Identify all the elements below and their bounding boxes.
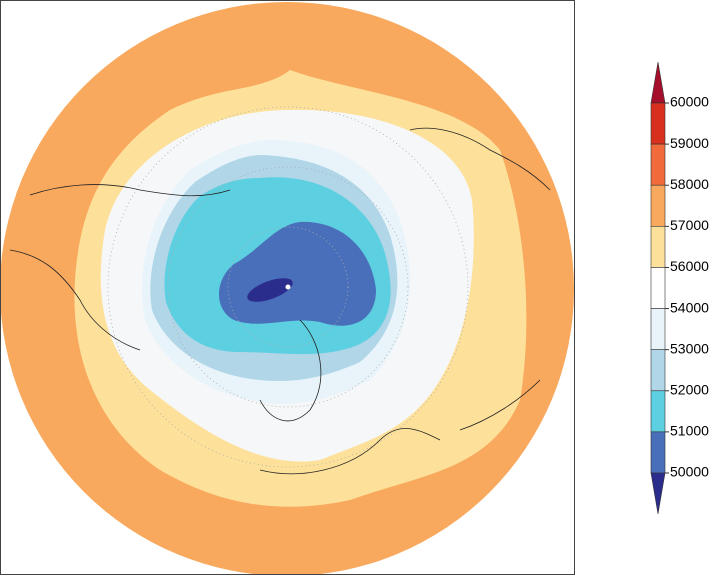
colorbar-label: 54000: [670, 299, 709, 315]
colorbar-label: 52000: [670, 381, 709, 397]
colorbar-label: 50000: [670, 464, 709, 480]
colorbar-label: 58000: [670, 176, 709, 192]
contour-low: [247, 278, 293, 302]
colorbar-segment: [650, 102, 666, 145]
colorbar-segment: [650, 390, 666, 433]
colorbar-label: 53000: [670, 340, 709, 356]
colorbar-extend-top: [650, 61, 666, 104]
colorbar-segment: [650, 143, 666, 186]
colorbar-label: 51000: [670, 423, 709, 439]
colorbar-label: 56000: [670, 258, 709, 274]
colorbar-segment: [650, 308, 666, 350]
colorbar-label: 59000: [670, 135, 709, 151]
pole: [285, 284, 291, 290]
colorbar-segment: [650, 267, 666, 309]
colorbar-label: 57000: [670, 217, 709, 233]
colorbar-segment: [650, 349, 666, 392]
colorbar: 60000 59000 58000 57000 56000 54000 53000 52000…: [650, 61, 709, 515]
colorbar-extend-bottom: [650, 472, 666, 515]
coastlines: [9, 127, 551, 475]
colorbar-segment: [650, 226, 666, 268]
colorbar-segment: [650, 184, 666, 227]
map: [0, 2, 574, 575]
graticule: [107, 106, 469, 468]
colorbar-label: 60000: [670, 94, 709, 110]
colorbar-segment: [650, 431, 666, 474]
